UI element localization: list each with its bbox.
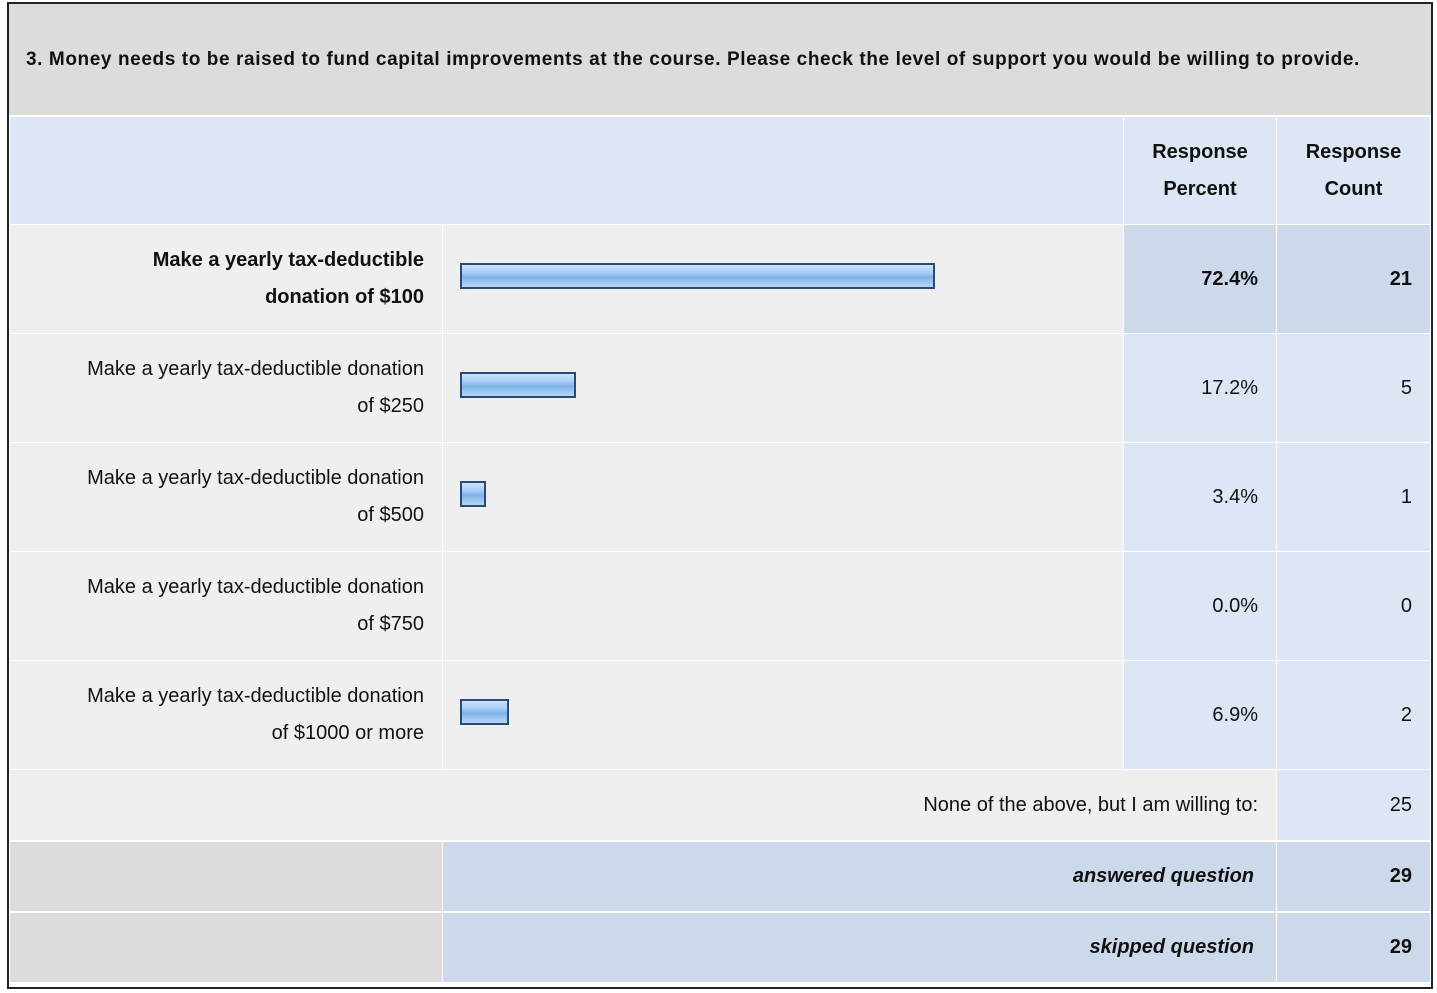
header-percent: Response Percent xyxy=(1124,117,1276,224)
bar-cell xyxy=(443,552,1123,660)
row-count: 1 xyxy=(1277,443,1430,551)
answered-count: 29 xyxy=(1277,842,1430,911)
question: 3. Money needs to be raised to fund capi… xyxy=(9,4,1431,115)
row-percent: 17.2% xyxy=(1124,334,1276,442)
row-label: Make a yearly tax-deductible donation of… xyxy=(10,552,442,660)
header-blank xyxy=(10,117,1123,224)
skipped-label: skipped question xyxy=(443,913,1276,982)
row-percent: 6.9% xyxy=(1124,661,1276,769)
bar xyxy=(460,481,487,507)
other-label: None of the above, but I am willing to: xyxy=(10,770,1276,840)
row-label: Make a yearly tax-deductible donation of… xyxy=(10,443,442,551)
survey-table: 3. Money needs to be raised to fund capi… xyxy=(7,2,1433,989)
answered-label: answered question xyxy=(443,842,1276,911)
other-count: 25 xyxy=(1277,770,1430,840)
bar xyxy=(460,699,509,725)
skipped-blank xyxy=(10,913,442,982)
row-percent: 3.4% xyxy=(1124,443,1276,551)
row-label: Make a yearly tax-deductible donation of… xyxy=(10,334,442,442)
row-count: 2 xyxy=(1277,661,1430,769)
row-count: 21 xyxy=(1277,225,1430,333)
header-count: Response Count xyxy=(1277,117,1430,224)
row-count: 5 xyxy=(1277,334,1430,442)
row-label: Make a yearly tax-deductible donation of… xyxy=(10,225,442,333)
skipped-count: 29 xyxy=(1277,913,1430,982)
answered-blank xyxy=(10,842,442,911)
bar xyxy=(460,263,935,289)
bar-cell xyxy=(443,443,1123,551)
row-percent: 72.4% xyxy=(1124,225,1276,333)
row-label: Make a yearly tax-deductible donation of… xyxy=(10,661,442,769)
row-count: 0 xyxy=(1277,552,1430,660)
row-percent: 0.0% xyxy=(1124,552,1276,660)
bar-cell xyxy=(443,661,1123,769)
bar xyxy=(460,372,576,398)
